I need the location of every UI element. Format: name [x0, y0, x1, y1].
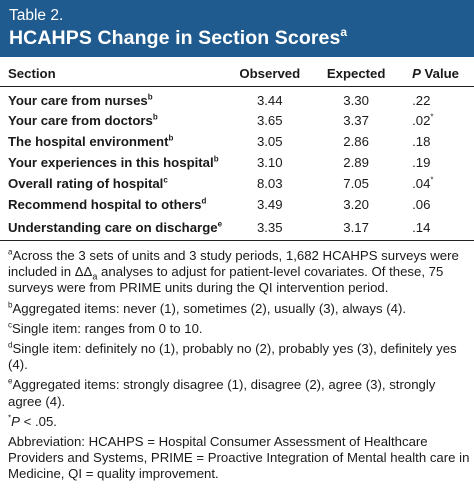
footnote-mark: a: [8, 247, 13, 257]
column-header-observed: Observed: [231, 62, 309, 87]
table-row: Your experiences in this hospitalb 3.10 …: [0, 152, 474, 173]
row-section-name: Recommend hospital to othersd: [0, 194, 231, 215]
row-p-value: .02*: [404, 110, 474, 131]
table-row: The hospital environmentb 3.05 2.86 .18: [0, 131, 474, 152]
table-title-footnote-mark: a: [340, 24, 348, 39]
table-title: HCAHPS Change in Section Scoresa: [9, 25, 465, 51]
delta-subscript: a: [92, 271, 98, 282]
row-observed: 8.03: [256, 176, 283, 191]
row-name-text: Recommend hospital to others: [8, 197, 202, 212]
row-footnote-mark: d: [201, 196, 207, 206]
row-observed: 3.65: [256, 113, 283, 128]
p-value-text: .19: [412, 155, 431, 170]
row-footnote-mark: e: [217, 219, 223, 229]
p-value-text: .22: [412, 92, 431, 108]
table-row: Understanding care on dischargee 3.35 3.…: [0, 215, 474, 241]
row-section-name: The hospital environmentb: [0, 131, 231, 152]
significance-mark: *: [430, 175, 434, 185]
row-observed: 3.49: [256, 197, 283, 212]
row-expected: 3.20: [343, 197, 369, 212]
footnote-a: aAcross the 3 sets of units and 3 study …: [8, 248, 470, 297]
p-value-text: .18: [412, 134, 431, 149]
footnote-mark: b: [8, 300, 13, 310]
footnote-d: dSingle item: definitely no (1), probabl…: [8, 341, 470, 373]
footnote-text: Single item: definitely no (1), probably…: [8, 341, 457, 373]
row-name-text: Your care from doctors: [8, 113, 153, 128]
footnote-significance: *P < .05.: [8, 414, 470, 430]
footnote-mark: e: [8, 377, 13, 387]
row-expected: 3.37: [343, 113, 369, 128]
p-value-text: .04: [412, 176, 431, 191]
row-p-value: .14: [404, 215, 474, 241]
table-row: Overall rating of hospitalc 8.03 7.05 .0…: [0, 173, 474, 194]
footnote-b: bAggregated items: never (1), sometimes …: [8, 301, 470, 317]
footnote-mark: d: [8, 340, 13, 350]
table-title-text: HCAHPS Change in Section Scores: [9, 27, 341, 49]
table-label: Table 2.: [9, 7, 64, 24]
footnote-text: Single item: ranges from 0 to 10.: [12, 320, 203, 336]
footnote-text: < .05.: [19, 413, 57, 429]
row-p-value: .04*: [404, 173, 474, 194]
p-value-text: .06: [412, 197, 431, 212]
significance-mark: *: [430, 112, 434, 122]
row-name-text: Your care from nurses: [8, 92, 148, 108]
row-section-name: Your care from nursesb: [0, 86, 231, 110]
footnote-mark: c: [8, 320, 12, 330]
row-expected: 7.05: [343, 176, 369, 191]
row-expected: 3.30: [343, 92, 369, 108]
row-expected: 2.86: [343, 134, 369, 149]
row-p-value: .06: [404, 194, 474, 215]
column-header-section: Section: [0, 62, 232, 87]
footnote-text: Across the 3 sets of units and 3 study p…: [8, 248, 459, 280]
p-value-text: .02: [412, 113, 431, 128]
row-name-text: Your experiences in this hospital: [8, 155, 214, 170]
footnote-text: analyses to adjust for patient-level cov…: [8, 264, 444, 296]
row-name-text: The hospital environment: [8, 134, 169, 149]
row-footnote-mark: b: [152, 112, 158, 122]
row-footnote-mark: b: [168, 133, 174, 143]
column-header-p-value: P Value: [404, 62, 474, 87]
table-row: Your care from nursesb 3.44 3.30 .22: [0, 86, 474, 110]
row-observed: 3.44: [256, 92, 283, 108]
table-footnotes: aAcross the 3 sets of units and 3 study …: [8, 248, 470, 483]
row-footnote-mark: c: [163, 175, 168, 185]
footnote-mark: *: [8, 413, 12, 423]
row-section-name: Your care from doctorsb: [0, 110, 231, 131]
row-observed: 3.35: [231, 215, 309, 241]
table-header-row: Section Observed Expected P Value: [0, 62, 474, 87]
scores-table: Section Observed Expected P Value Your c…: [0, 62, 474, 241]
row-p-value: .18: [404, 131, 474, 152]
p-italic: P: [11, 413, 20, 429]
row-footnote-mark: b: [213, 154, 219, 164]
p-italic: P: [412, 66, 421, 82]
row-expected: 2.89: [343, 155, 369, 170]
row-observed: 3.10: [256, 155, 283, 170]
footnote-c: cSingle item: ranges from 0 to 10.: [8, 321, 470, 337]
table-row: Recommend hospital to othersd 3.49 3.20 …: [0, 194, 474, 215]
row-footnote-mark: b: [147, 92, 153, 102]
footnote-e: eAggregated items: strongly disagree (1)…: [8, 377, 470, 409]
footnote-text: Aggregated items: never (1), sometimes (…: [12, 300, 407, 316]
row-observed: 3.05: [256, 134, 283, 149]
column-header-expected: Expected: [308, 62, 405, 87]
row-section-name: Understanding care on dischargee: [0, 215, 232, 241]
row-expected: 3.17: [308, 215, 405, 241]
p-value-label: Value: [420, 66, 459, 82]
row-section-name: Your experiences in this hospitalb: [0, 152, 231, 173]
row-p-value: .19: [404, 152, 474, 173]
footnote-abbreviation: Abbreviation: HCAHPS = Hospital Consumer…: [8, 434, 470, 482]
row-name-text: Overall rating of hospital: [8, 176, 164, 191]
footnote-text: Aggregated items: strongly disagree (1),…: [8, 377, 436, 409]
table-row: Your care from doctorsb 3.65 3.37 .02*: [0, 110, 474, 131]
row-section-name: Overall rating of hospitalc: [0, 173, 231, 194]
table-header-band: Table 2. HCAHPS Change in Section Scores…: [0, 0, 474, 57]
row-name-text: Understanding care on discharge: [8, 219, 218, 235]
row-p-value: .22: [404, 86, 474, 110]
p-value-text: .14: [412, 219, 431, 235]
